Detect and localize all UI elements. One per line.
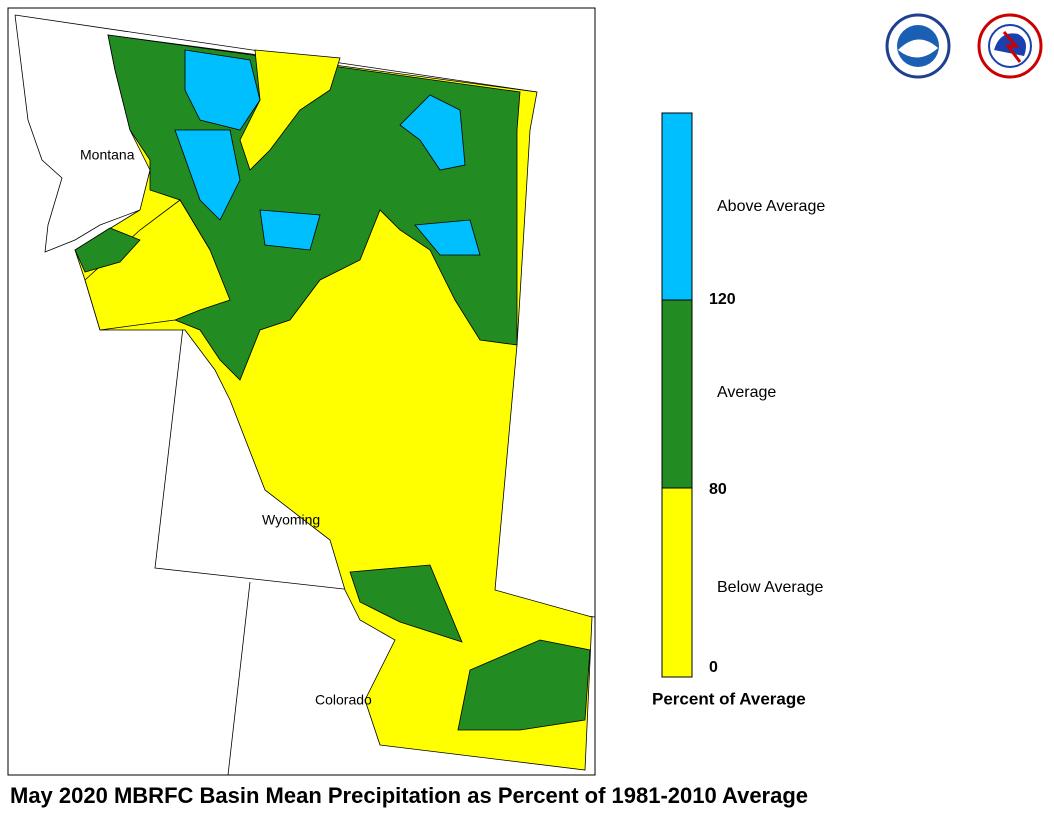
basin-region [259,209,321,251]
legend-swatch [661,112,693,301]
basin-region [239,49,341,171]
logos [885,13,1043,79]
basin-region [414,219,481,256]
legend-label: Average [717,384,776,401]
state-label: Wyoming [262,512,320,528]
basin-region [174,129,241,221]
basin-region [84,199,231,331]
basin-region [184,49,261,131]
basin-region [349,564,463,643]
legend-swatch [661,487,693,678]
legend-label: Above Average [717,198,825,215]
state-label: Colorado [315,692,372,708]
nws-logo [1002,31,1022,63]
legend-break: 0 [709,659,718,676]
page-title: May 2020 MBRFC Basin Mean Precipitation … [10,783,808,808]
noaa-logo [898,39,938,58]
legend-break: 80 [709,481,727,498]
basin-region [457,639,591,731]
legend-title: Percent of Average [652,689,806,708]
map: Montana Wyoming Colorado [14,14,596,776]
basin-region [399,94,466,171]
basin-region [74,227,141,273]
state-border [14,14,141,253]
legend-break: 120 [709,291,736,308]
legend-swatch [661,299,693,489]
legend-label: Below Average [717,579,824,596]
legend: Above Average Average Below Average 120 … [652,112,825,708]
state-label: Montana [80,147,135,163]
